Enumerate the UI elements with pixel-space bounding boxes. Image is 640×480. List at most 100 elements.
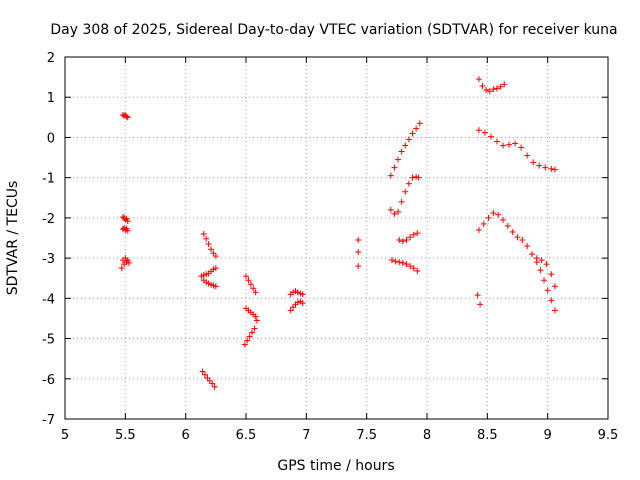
data-point-s21 [490,210,497,217]
y-tick-label: -5 [42,333,55,348]
data-point-s23 [477,301,484,308]
data-point-s21 [538,257,545,264]
data-point-s21 [485,214,492,221]
data-point-s19 [475,76,482,83]
x-tick-label: 6 [182,428,190,443]
data-point-s08 [211,383,218,390]
data-point-s18 [399,259,406,266]
x-tick-label: 9.5 [598,428,619,443]
data-point-s16 [409,174,416,181]
data-point-s10 [252,313,259,320]
data-point-s21 [509,228,516,235]
x-tick-label: 5.5 [115,428,136,443]
data-point-s18 [392,258,399,265]
data-point-s21 [500,216,507,223]
data-point-s18 [396,259,403,266]
ticks-layer: 5 5.5 6 6.5 7 7.5 8 8.5 9 9.5 -7 -6 -5 -4 -3 -2 -1 0 1 2 [42,51,618,443]
y-tick-label: 2 [47,51,55,66]
data-point-s22 [551,307,558,314]
data-point-s22 [537,267,544,274]
data-point-s01 [124,114,131,121]
data-point-s20 [524,152,531,159]
data-point-s21 [504,222,511,229]
data-point-s19 [483,86,490,93]
data-point-s11 [246,333,253,340]
data-point-s15 [398,148,405,155]
y-tick-label: -4 [42,292,55,307]
data-point-s21 [528,251,535,258]
y-tick-label: -2 [42,212,55,227]
data-point-s20 [536,162,543,169]
x-tick-label: 8 [423,428,431,443]
y-tick-label: 0 [47,131,55,146]
data-point-s11 [244,337,251,344]
data-point-s02 [124,218,131,225]
data-point-s13 [287,307,294,314]
data-point-s15 [387,172,394,179]
data-point-s19 [497,83,504,90]
chart-title: Day 308 of 2025, Sidereal Day-to-day VTE… [50,22,617,38]
data-point-s04 [124,257,131,264]
data-point-s20 [481,129,488,136]
data-point-s05 [212,253,219,260]
data-point-s18 [407,263,414,270]
data-point-s17 [403,237,410,244]
data-point-s20 [530,159,537,166]
y-tick-label: 1 [47,91,55,106]
data-point-s21 [543,261,550,268]
y-tick-label: -3 [42,252,55,267]
data-point-s15 [395,156,402,163]
data-point-s18 [414,267,421,274]
data-point-s21 [514,234,521,241]
data-point-s16 [402,188,409,195]
data-point-s13 [299,300,306,307]
data-point-s15 [391,164,398,171]
data-point-s15 [405,136,412,143]
x-tick-label: 7 [302,428,310,443]
data-point-s16 [395,208,402,215]
data-point-s20 [475,127,482,134]
data-point-s16 [391,210,398,217]
data-point-s14 [355,237,362,244]
x-tick-label: 8.5 [477,428,498,443]
data-point-s17 [414,230,421,237]
data-point-s15 [413,125,420,132]
data-point-s05 [200,230,207,237]
data-point-s21 [475,226,482,233]
data-point-s22 [548,297,555,304]
y-axis-label: SDTVAR / TECUs [5,181,21,296]
data-point-s21 [480,220,487,227]
data-point-s18 [403,261,410,268]
data-point-s17 [407,234,414,241]
data-point-s17 [410,231,417,238]
data-point-s20 [518,144,525,151]
data-point-s09 [245,277,252,284]
data-point-s09 [247,281,254,288]
data-point-s17 [396,237,403,244]
data-point-s18 [389,257,396,264]
data-point-s19 [479,82,486,89]
x-tick-label: 9 [544,428,552,443]
data-point-s12 [299,291,306,298]
data-point-s06 [212,265,219,272]
data-point-s14 [355,263,362,270]
data-point-s20 [551,166,558,173]
data-point-s14 [355,249,362,256]
data-point-s20 [500,142,507,149]
data-point-s18 [410,265,417,272]
y-tick-label: -6 [42,373,55,388]
data-point-s23 [474,292,481,299]
data-point-s05 [208,246,215,253]
data-point-s20 [542,164,549,171]
data-point-s17 [399,238,406,245]
data-point-s19 [493,85,500,92]
data-marks [118,76,558,390]
data-point-s20 [493,138,500,145]
data-point-s21 [495,211,502,218]
data-point-s11 [241,341,248,348]
data-point-s22 [544,287,551,294]
data-point-s09 [243,273,249,280]
data-point-s09 [250,285,257,292]
data-point-s21 [519,237,526,244]
